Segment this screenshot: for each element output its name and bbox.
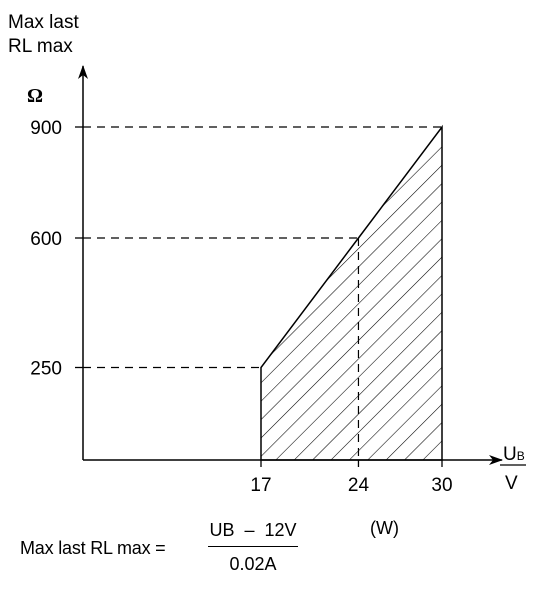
x-tick-labels: 17 24 30 bbox=[250, 475, 452, 496]
x-tick-label: 17 bbox=[250, 475, 271, 496]
formula-numerator: UB – 12V bbox=[209, 520, 297, 540]
formula: Max last RL max = UB – 12V 0.02A (W) bbox=[20, 516, 520, 586]
x-axis-label-sub: B bbox=[517, 449, 525, 463]
x-axis-label: UB bbox=[503, 444, 525, 465]
permissible-load-region bbox=[260, 124, 443, 461]
formula-denominator: 0.02A bbox=[229, 554, 277, 574]
x-axis-label-main: U bbox=[503, 444, 517, 465]
y-tick-labels: 250 600 900 bbox=[30, 118, 62, 380]
y-tick-label: 600 bbox=[30, 229, 62, 250]
formula-tag: (W) bbox=[370, 518, 399, 538]
y-axis-label-line-1: Max last bbox=[8, 12, 79, 33]
x-axis-unit: V bbox=[505, 473, 518, 494]
formula-lhs: Max last RL max = bbox=[20, 538, 166, 558]
x-tick-label: 30 bbox=[431, 475, 452, 496]
y-axis-unit: Ω bbox=[27, 85, 43, 107]
formula-fraction-bar bbox=[208, 546, 298, 547]
x-tick-label: 24 bbox=[348, 475, 370, 496]
formula-fraction: UB – 12V 0.02A bbox=[208, 516, 298, 577]
y-tick-label: 900 bbox=[30, 118, 62, 139]
chart: Max last RL max Ω 250 600 900 17 24 30 UB V bbox=[8, 12, 526, 496]
y-axis-label-line-2: RL max bbox=[8, 36, 73, 57]
axis-ticks bbox=[75, 126, 443, 467]
y-tick-label: 250 bbox=[30, 359, 62, 380]
